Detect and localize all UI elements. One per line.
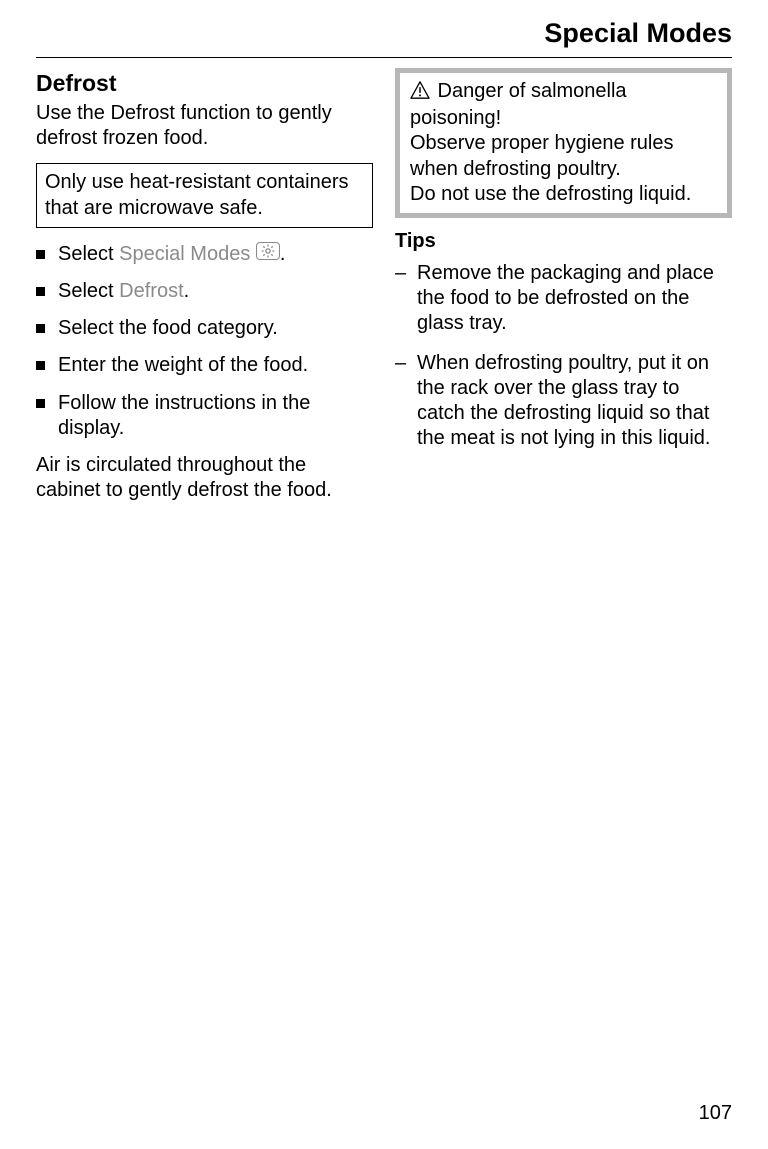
right-column: Danger of salmonella poisoning! Observe …	[395, 68, 732, 515]
step-list: Select Special Modes . Select Defrost. S…	[36, 242, 373, 441]
step-item-5: Follow the instructions in the display.	[36, 391, 373, 441]
gear-icon	[256, 242, 280, 260]
ui-label-special-modes: Special Modes	[119, 243, 250, 265]
page: Special Modes Defrost Use the Defrost fu…	[0, 0, 768, 1149]
tips-heading: Tips	[395, 230, 732, 253]
step-text-suffix: .	[184, 280, 190, 302]
intro-text: Use the Defrost function to gently defro…	[36, 101, 373, 151]
page-header: Special Modes	[36, 18, 732, 57]
header-rule	[36, 57, 732, 58]
tip-item-2: When defrosting poultry, put it on the r…	[395, 351, 732, 452]
page-title: Special Modes	[544, 18, 732, 48]
note-box: Only use heat-resistant containers that …	[36, 163, 373, 227]
warning-box: Danger of salmonella poisoning! Observe …	[395, 68, 732, 218]
ui-label-defrost: Defrost	[119, 280, 183, 302]
after-steps-text: Air is circulated throughout the cabinet…	[36, 453, 373, 503]
tips-list: Remove the packaging and place the food …	[395, 261, 732, 451]
step-text-suffix: .	[280, 243, 286, 265]
step-text: Select	[58, 280, 119, 302]
warning-line-1: Danger of salmonella poisoning!	[410, 80, 627, 129]
step-item-2: Select Defrost.	[36, 279, 373, 304]
warning-line-2: Observe proper hygiene rules when defros…	[410, 132, 673, 179]
step-text: Select	[58, 243, 119, 265]
step-item-1: Select Special Modes .	[36, 242, 373, 267]
tip-item-1: Remove the packaging and place the food …	[395, 261, 732, 337]
left-column: Defrost Use the Defrost function to gent…	[36, 68, 373, 515]
step-item-4: Enter the weight of the food.	[36, 353, 373, 378]
step-item-3: Select the food category.	[36, 316, 373, 341]
warning-line-3: Do not use the defrosting liquid.	[410, 183, 691, 205]
section-title-defrost: Defrost	[36, 70, 373, 97]
warning-icon	[410, 81, 430, 106]
page-number: 107	[699, 1102, 732, 1125]
content-columns: Defrost Use the Defrost function to gent…	[36, 68, 732, 515]
